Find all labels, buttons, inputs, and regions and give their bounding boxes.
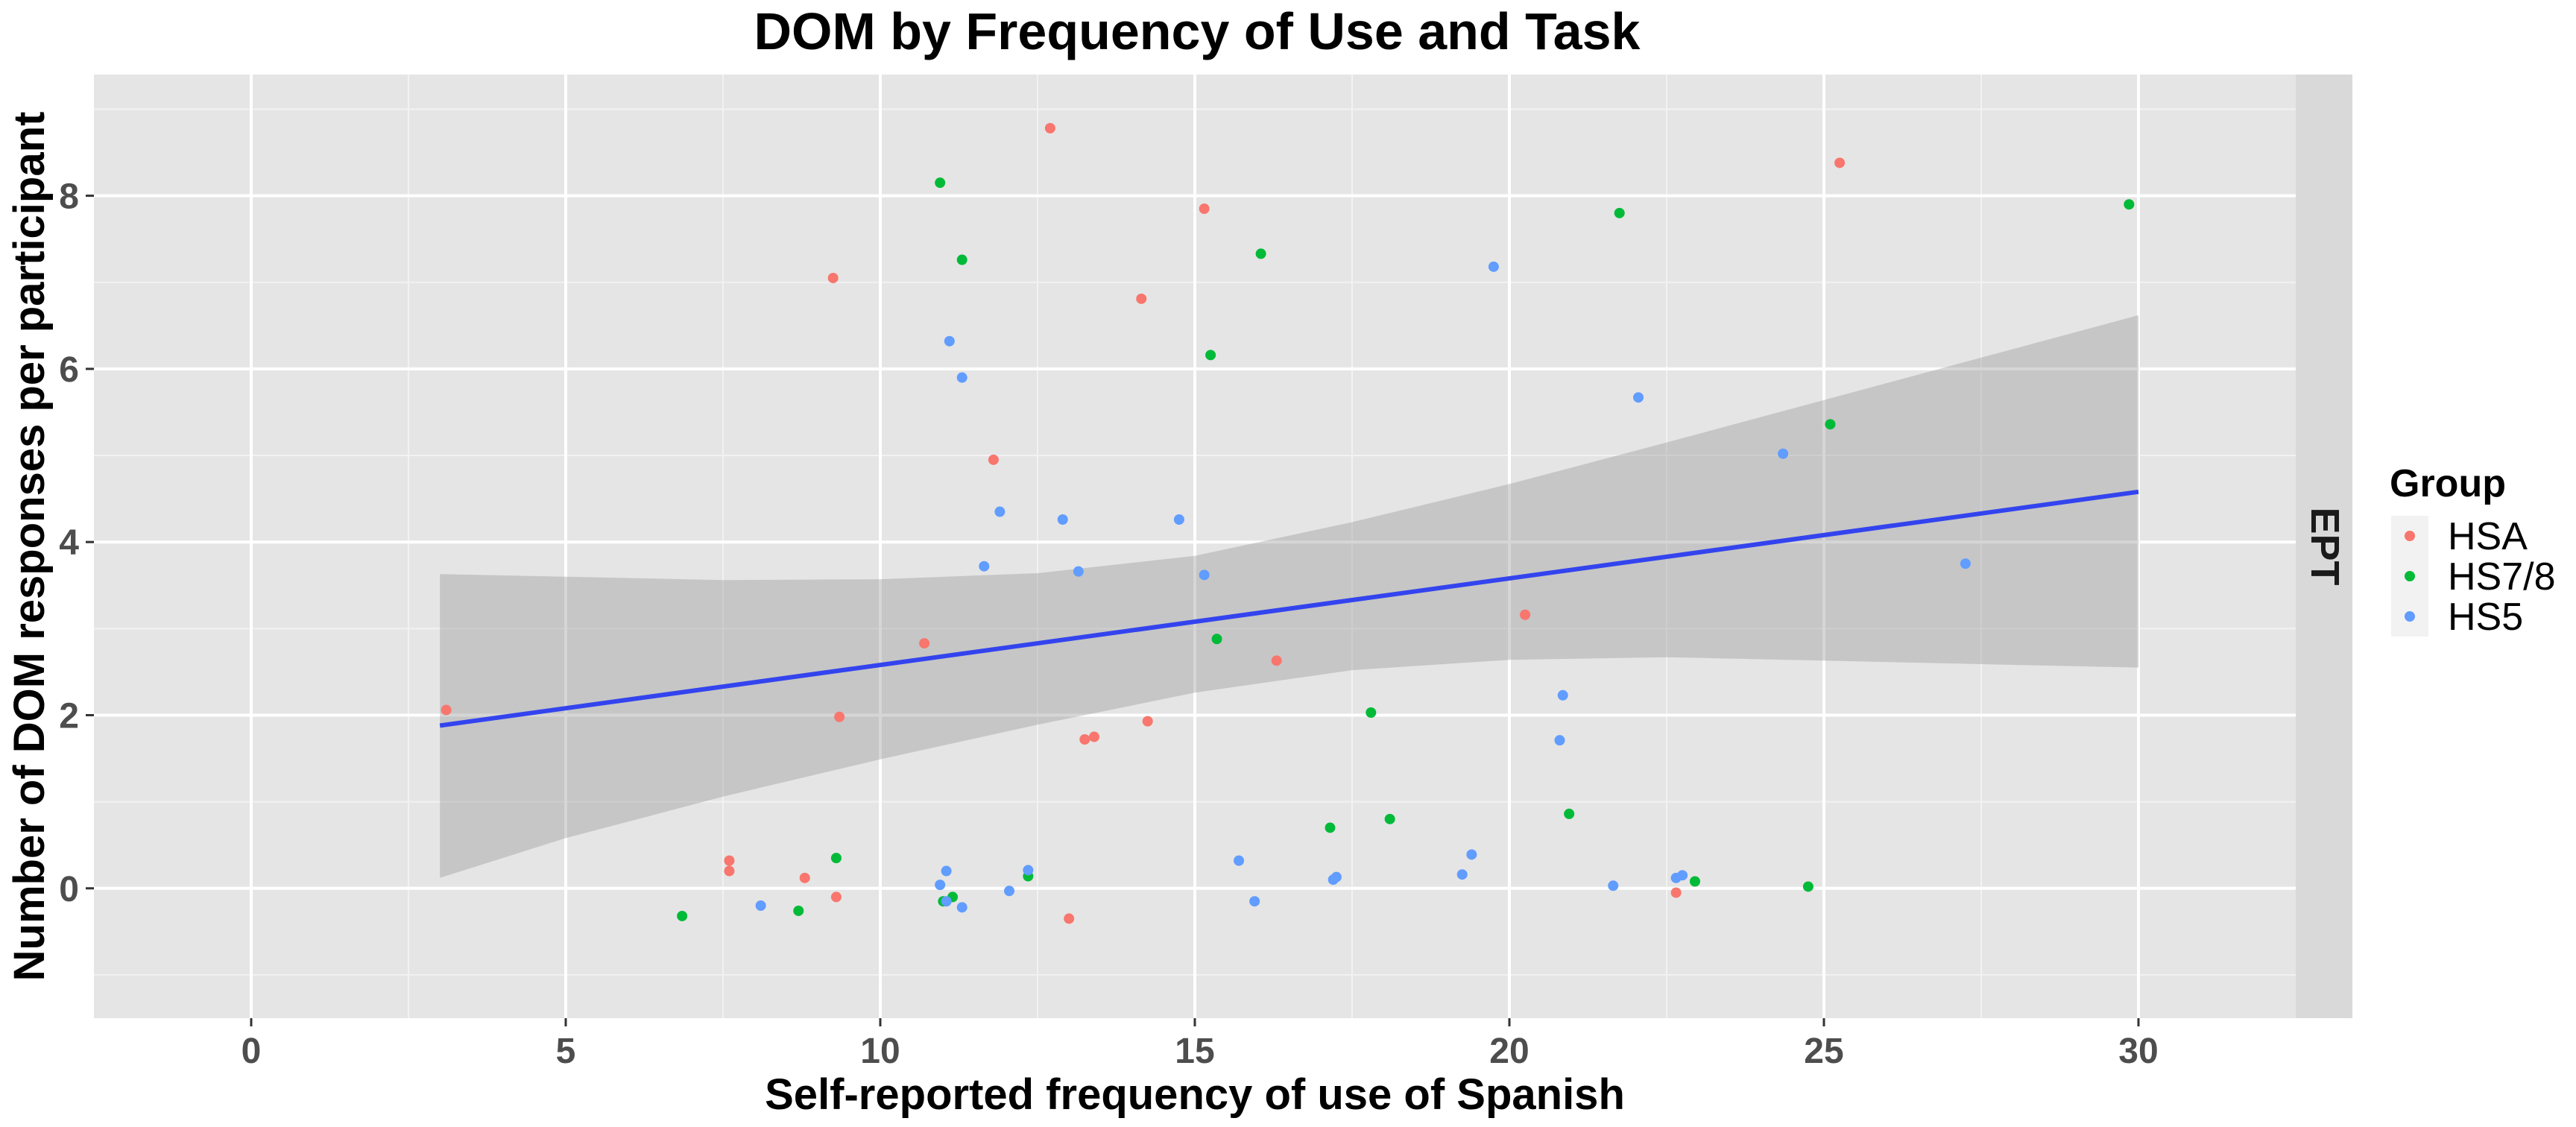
data-point <box>1778 448 1789 459</box>
y-tick-label: 4 <box>59 523 79 563</box>
data-point <box>793 905 804 916</box>
data-point <box>1234 855 1245 866</box>
data-point <box>1960 558 1971 569</box>
data-point <box>1557 689 1568 701</box>
y-axis-title: Number of DOM responses per participant <box>5 112 54 982</box>
data-point <box>994 506 1006 517</box>
data-point <box>1825 419 1836 430</box>
confidence-band <box>440 315 2139 878</box>
data-point <box>1633 392 1644 403</box>
data-point <box>1330 871 1342 883</box>
data-point <box>755 900 766 912</box>
data-point <box>1689 876 1700 887</box>
x-axis-ticks: 0 5 10 15 20 25 30 <box>242 1018 2159 1071</box>
data-point <box>1488 261 1499 272</box>
data-point <box>834 711 845 722</box>
data-point <box>1802 881 1813 892</box>
major-gridlines <box>94 75 2296 1018</box>
y-tick-label: 6 <box>59 350 79 390</box>
y-axis-ticks: 0 2 4 6 8 <box>59 177 94 909</box>
data-point <box>1608 880 1619 891</box>
data-point <box>944 335 955 347</box>
data-point <box>799 872 810 883</box>
data-point <box>1520 609 1531 620</box>
data-point <box>956 254 967 265</box>
data-point <box>979 561 990 572</box>
y-tick-label: 0 <box>59 870 79 909</box>
data-points <box>441 123 2135 924</box>
data-point <box>1325 822 1336 833</box>
data-point <box>1677 870 1688 881</box>
data-point <box>724 855 735 866</box>
data-point <box>1064 913 1075 924</box>
data-point <box>1044 123 1055 134</box>
x-tick-label: 15 <box>1175 1032 1214 1071</box>
y-tick-label: 8 <box>59 177 79 217</box>
data-point <box>941 865 952 877</box>
data-point <box>1023 865 1034 876</box>
y-tick-label: 2 <box>59 696 79 736</box>
data-point <box>1211 634 1222 645</box>
legend-key-dot <box>2405 611 2415 622</box>
legend-key-dot <box>2405 531 2415 541</box>
trend-line <box>439 489 2139 728</box>
data-point <box>1199 203 1210 215</box>
data-point <box>1384 813 1395 824</box>
data-point <box>1173 514 1184 525</box>
data-point <box>1466 849 1477 860</box>
data-point <box>827 272 839 283</box>
data-point <box>1199 569 1210 581</box>
data-point <box>935 177 946 189</box>
data-point <box>1205 350 1216 361</box>
legend-label: HSA <box>2448 515 2528 558</box>
legend-label: HS7/8 <box>2448 555 2556 599</box>
data-point <box>956 372 967 383</box>
data-point <box>830 891 842 903</box>
data-point <box>677 910 688 921</box>
data-point <box>2124 199 2135 210</box>
x-tick-label: 20 <box>1489 1032 1529 1071</box>
data-point <box>1834 157 1846 168</box>
x-tick-label: 25 <box>1804 1032 1843 1071</box>
data-point <box>1136 293 1147 304</box>
data-point <box>1073 566 1084 577</box>
data-point <box>1614 207 1625 218</box>
legend-key-dot <box>2405 571 2415 581</box>
data-point <box>956 902 967 913</box>
legend-label: HS5 <box>2448 596 2523 639</box>
data-point <box>1255 248 1266 259</box>
x-tick-label: 0 <box>242 1032 262 1071</box>
x-tick-label: 10 <box>860 1032 900 1071</box>
chart-title: DOM by Frequency of Use and Task <box>754 2 1641 60</box>
data-point <box>1057 514 1068 525</box>
x-tick-label: 30 <box>2118 1032 2158 1071</box>
data-point <box>1142 716 1153 727</box>
data-point <box>1004 886 1015 897</box>
data-point <box>1554 735 1565 746</box>
facet-strip <box>2296 75 2352 1018</box>
data-point <box>1670 887 1682 898</box>
facet-strip-label: EPT <box>2302 507 2347 585</box>
data-point <box>1079 734 1090 745</box>
data-point <box>1271 655 1282 666</box>
legend-title: Group <box>2390 462 2506 505</box>
data-point <box>830 853 842 864</box>
x-axis-title: Self-reported frequency of use of Spanis… <box>765 1070 1625 1119</box>
data-point <box>935 880 946 891</box>
data-point <box>1456 869 1468 880</box>
data-point <box>919 638 930 649</box>
data-point <box>1366 707 1377 719</box>
data-point <box>941 896 952 907</box>
data-point <box>988 454 999 465</box>
data-point <box>1249 896 1260 907</box>
data-point <box>724 865 735 877</box>
data-point <box>1564 808 1575 819</box>
data-point <box>1088 731 1099 742</box>
data-point <box>441 704 452 716</box>
x-tick-label: 5 <box>556 1032 576 1071</box>
